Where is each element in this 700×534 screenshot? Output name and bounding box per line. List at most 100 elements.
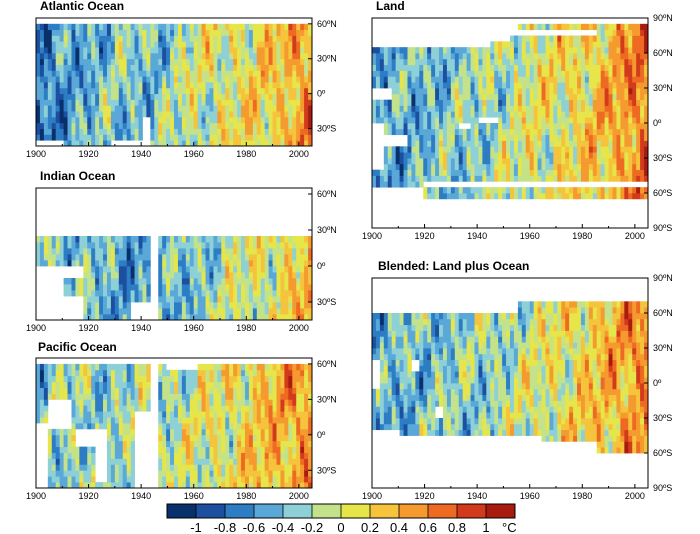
heatmap-cell	[225, 296, 230, 303]
heatmap-cell	[256, 23, 262, 31]
heatmap-cell	[91, 35, 96, 42]
heatmap-cell	[95, 254, 100, 261]
heatmap-cell	[244, 482, 250, 489]
heatmap-cell	[213, 446, 218, 453]
heatmap-cell	[419, 76, 424, 83]
heatmap-cell	[439, 88, 444, 95]
heatmap-cell	[272, 290, 277, 297]
heatmap-cell	[264, 314, 270, 321]
heatmap-cell	[439, 158, 444, 165]
heatmap-cell	[47, 35, 53, 42]
heatmap-cell	[494, 41, 499, 48]
heatmap-cell	[553, 187, 558, 194]
heatmap-cell	[446, 146, 452, 153]
heatmap-cell	[486, 76, 491, 83]
heatmap-cell	[256, 254, 262, 261]
heatmap-cell	[577, 193, 582, 200]
heatmap-cell	[174, 29, 179, 36]
heatmap-cell	[126, 405, 132, 412]
heatmap-cell	[221, 363, 226, 371]
heatmap-cell	[383, 117, 389, 124]
heatmap-cell	[189, 242, 195, 249]
heatmap-cell	[55, 387, 61, 394]
heatmap-cell	[225, 411, 230, 418]
heatmap-cell	[166, 423, 171, 430]
heatmap-cell	[292, 387, 297, 394]
heatmap-cell	[521, 140, 527, 147]
heatmap-cell	[391, 70, 397, 77]
heatmap-cell	[233, 260, 238, 267]
heatmap-cell	[114, 440, 120, 448]
heatmap-cell	[118, 41, 124, 48]
heatmap-cell	[39, 105, 45, 112]
heatmap-cell	[126, 458, 132, 465]
heatmap-cell	[162, 482, 167, 489]
heatmap-cell	[162, 29, 167, 36]
heatmap-cell	[43, 29, 49, 36]
heatmap-cell	[138, 375, 143, 383]
heatmap-cell	[170, 93, 175, 100]
heatmap-cell	[529, 47, 535, 54]
heatmap-cell	[395, 111, 400, 118]
heatmap-cell	[170, 236, 175, 243]
heatmap-cell	[292, 52, 297, 60]
heatmap-cell	[379, 181, 385, 188]
heatmap-cell	[213, 482, 218, 489]
heatmap-cell	[213, 440, 218, 448]
heatmap-cell	[272, 387, 277, 394]
heatmap-cell	[162, 411, 167, 418]
heatmap-cell	[138, 272, 143, 279]
heatmap-cell	[300, 105, 305, 112]
heatmap-cell	[292, 111, 297, 118]
heatmap-cell	[71, 35, 76, 42]
heatmap-cell	[300, 52, 305, 60]
heatmap-cell	[237, 35, 242, 42]
heatmap-cell	[197, 375, 202, 383]
heatmap-cell	[193, 248, 199, 255]
heatmap-cell	[122, 482, 128, 489]
heatmap-cell	[213, 122, 218, 129]
heatmap-cell	[272, 411, 277, 418]
heatmap-cell	[55, 105, 61, 112]
heatmap-cell	[237, 140, 242, 147]
heatmap-cell	[138, 363, 143, 371]
heatmap-cell	[47, 128, 53, 135]
heatmap-cell	[174, 122, 179, 129]
heatmap-cell	[110, 266, 116, 273]
heatmap-cell	[213, 381, 218, 388]
heatmap-cell	[213, 76, 218, 83]
heatmap-cell	[213, 87, 218, 95]
heatmap-cell	[36, 375, 41, 383]
heatmap-cell	[177, 76, 183, 83]
heatmap-cell	[95, 111, 100, 118]
y-tick-label: 30ºS	[317, 297, 336, 307]
heatmap-cell	[162, 99, 167, 106]
heatmap-cell	[237, 458, 242, 465]
heatmap-cell	[63, 76, 68, 83]
heatmap-cell	[308, 393, 313, 400]
heatmap-cell	[241, 434, 246, 442]
heatmap-cell	[300, 405, 305, 412]
heatmap-cell	[431, 64, 436, 71]
heatmap-cell	[549, 35, 554, 42]
heatmap-cell	[221, 405, 226, 412]
heatmap-cell	[63, 440, 68, 448]
heatmap-cell	[506, 140, 511, 147]
heatmap-cell	[99, 482, 104, 489]
heatmap-cell	[252, 363, 258, 371]
heatmap-cell	[561, 70, 566, 77]
plot-frame-indian	[35, 187, 313, 321]
heatmap-cell	[181, 476, 187, 483]
heatmap-cell	[482, 93, 487, 101]
heatmap-cell	[439, 70, 444, 77]
heatmap-cell	[415, 146, 420, 153]
heatmap-cell	[106, 363, 112, 371]
heatmap-cell	[431, 187, 436, 194]
heatmap-cell	[233, 248, 238, 255]
heatmap-cell	[166, 302, 171, 309]
heatmap-cell	[557, 53, 562, 60]
heatmap-cell	[304, 134, 309, 141]
heatmap-cell	[146, 284, 151, 291]
heatmap-cell	[87, 411, 92, 418]
heatmap-cell	[399, 117, 404, 124]
